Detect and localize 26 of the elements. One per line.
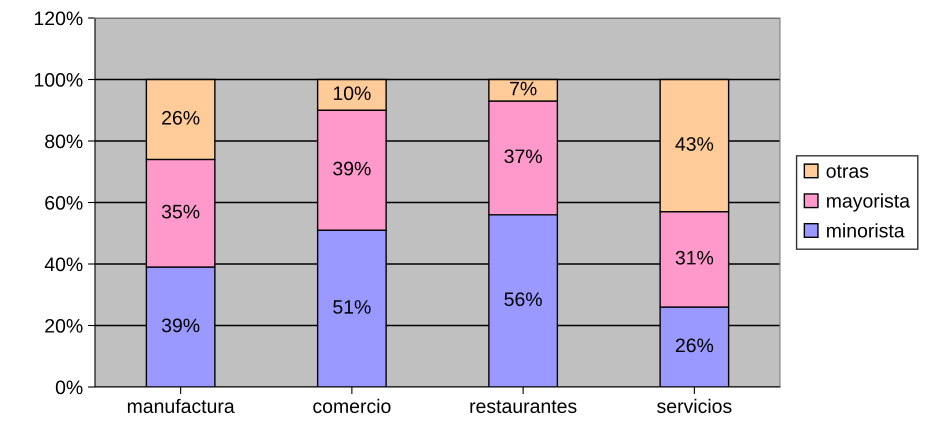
- data-label: 37%: [504, 149, 542, 164]
- y-tick-label: 100%: [34, 72, 83, 87]
- y-tick-label: 60%: [45, 196, 83, 210]
- data-label: 35%: [162, 204, 200, 218]
- data-label: 43%: [675, 137, 714, 151]
- data-label: 51%: [333, 300, 371, 314]
- legend-label: otras: [826, 165, 868, 178]
- data-label: 26%: [676, 338, 714, 352]
- x-tick-label: manufactura: [128, 398, 235, 414]
- legend-label: minorista: [827, 223, 905, 238]
- y-tick-label: 0%: [56, 380, 83, 394]
- data-label: 7%: [510, 82, 536, 96]
- y-tick-label: 20%: [45, 318, 83, 333]
- x-tick-label: comercio: [313, 398, 390, 414]
- x-tick-label: servicios: [657, 398, 732, 414]
- y-tick-label: 120%: [34, 11, 83, 26]
- data-label: 26%: [162, 110, 200, 125]
- data-label: 31%: [676, 250, 714, 265]
- y-tick-label: 40%: [44, 257, 83, 272]
- data-label: 56%: [504, 292, 542, 306]
- x-tick-label: restaurantes: [470, 400, 576, 414]
- data-label: 10%: [334, 86, 371, 100]
- data-label: 39%: [333, 162, 371, 176]
- legend-label: mayorista: [827, 193, 910, 212]
- data-label: 39%: [162, 318, 200, 332]
- y-tick-label: 80%: [45, 134, 83, 148]
